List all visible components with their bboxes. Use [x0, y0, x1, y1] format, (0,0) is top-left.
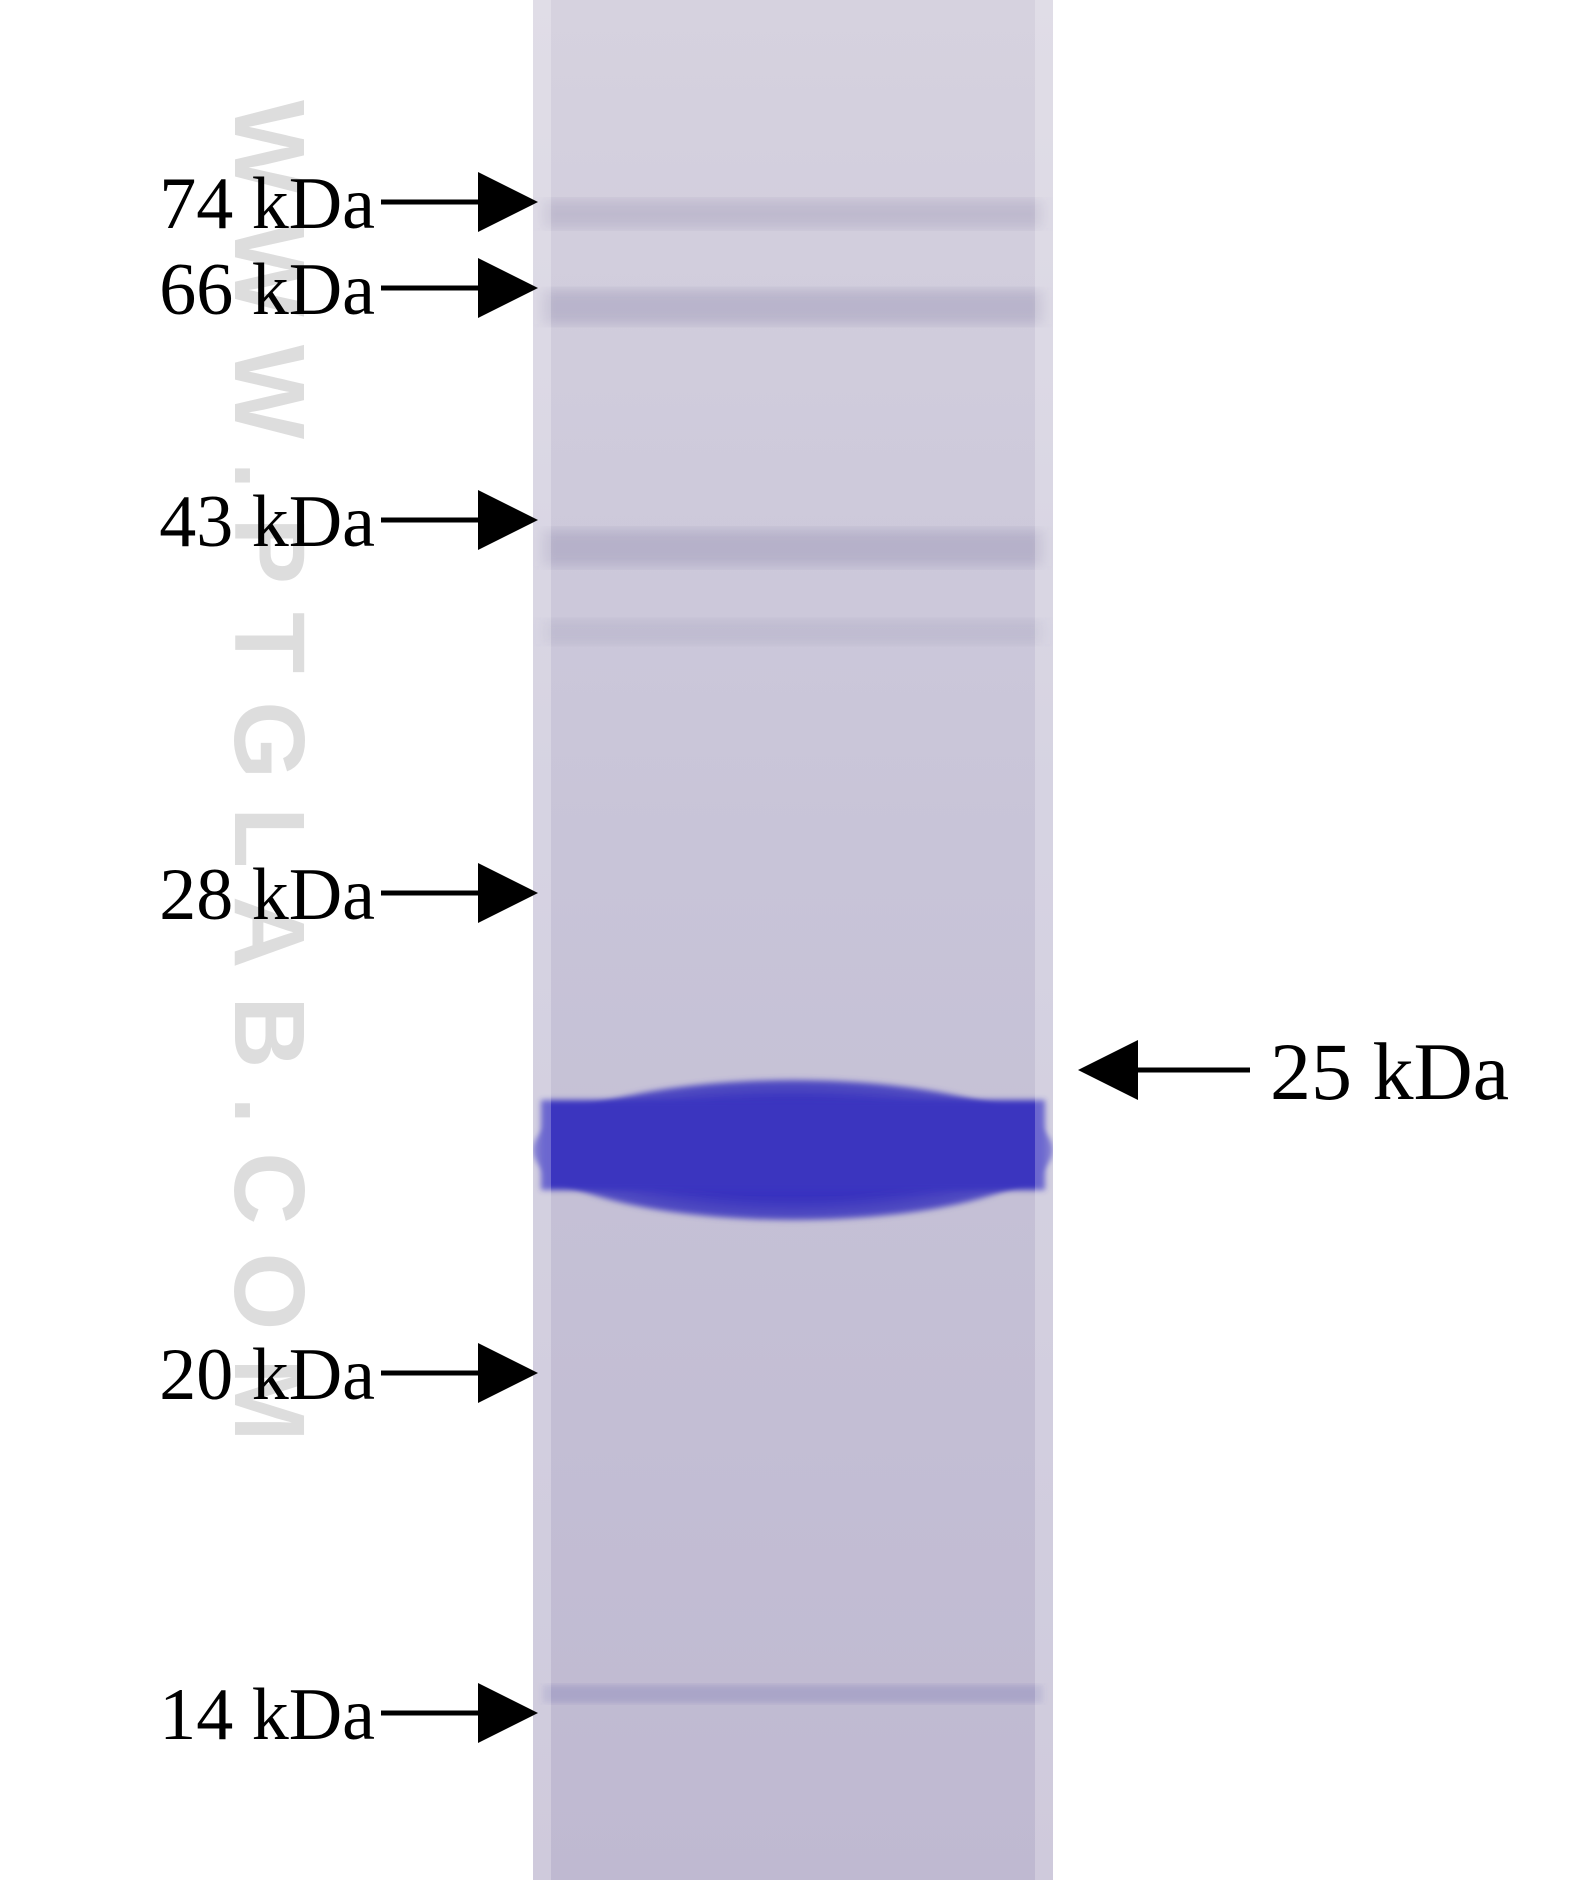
arrows-layer	[0, 0, 1585, 1880]
gel-figure: WWW.PTGLAB.COM 74 kDa 66 kDa 43 kDa 28 k…	[0, 0, 1585, 1880]
